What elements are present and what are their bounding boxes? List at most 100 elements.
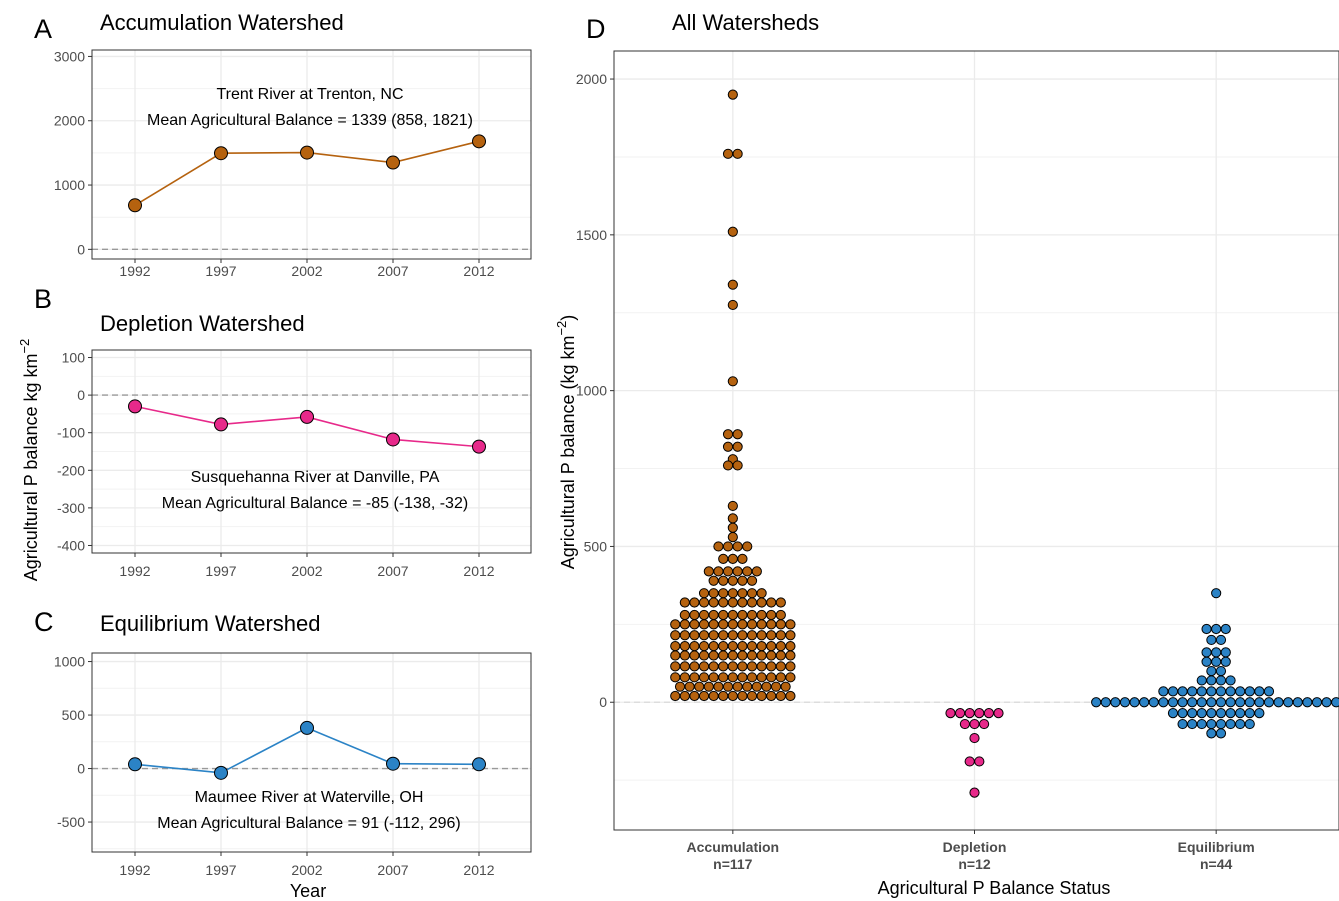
dot-point [775, 650, 786, 661]
dot-point [718, 690, 729, 702]
dot-point [679, 630, 690, 641]
data-point [300, 409, 314, 424]
dot-point [785, 641, 796, 652]
dot-point [1091, 697, 1102, 708]
dot-point [983, 708, 995, 719]
dot-point [1206, 718, 1217, 730]
dot-point [742, 541, 753, 552]
dot-point [1201, 647, 1212, 658]
dot-point [727, 609, 738, 621]
dot-point [785, 630, 796, 641]
dot-point [737, 661, 748, 672]
dot-point [737, 597, 748, 608]
dot-point [1196, 675, 1207, 686]
dot-point [766, 619, 777, 630]
annotation-line: Mean Agricultural Balance = -85 (-138, -… [162, 495, 468, 512]
dot-point [1235, 686, 1246, 697]
dot-point [1220, 656, 1231, 667]
abc-x-axis-title: Year [290, 881, 326, 901]
dot-point [703, 681, 714, 692]
dot-point [785, 672, 796, 683]
dot-point [689, 650, 700, 661]
data-point [386, 155, 400, 170]
dot-point [969, 718, 980, 730]
annotation-line: Susquehanna River at Danville, PA [191, 469, 440, 486]
annotation-line: Mean Agricultural Balance = 1339 (858, 1… [147, 112, 473, 129]
dot-point [766, 650, 777, 661]
dot-point [722, 460, 734, 471]
dot-point [775, 672, 786, 683]
x-tick-label: 2002 [291, 862, 322, 878]
dot-point [1211, 588, 1222, 599]
x-tick-label: 1997 [205, 563, 236, 579]
dot-point [761, 681, 772, 692]
dot-point [708, 641, 719, 652]
dot-point [732, 681, 743, 692]
d-x-axis-title: Agricultural P Balance Status [878, 878, 1111, 898]
dot-point [756, 641, 767, 652]
data-point [386, 756, 400, 771]
panel-border [91, 652, 532, 853]
dot-point [727, 641, 738, 652]
dot-point [679, 609, 690, 621]
dot-point [775, 630, 786, 641]
dot-point [732, 429, 743, 440]
dot-point [1331, 697, 1339, 708]
dot-point [1235, 718, 1246, 730]
dot-point [679, 672, 690, 683]
dot-point [1283, 697, 1294, 708]
panel-a-letter: A [34, 14, 52, 44]
abc-y-axis-title-text: Agricultural P balance kg km [21, 354, 41, 582]
dot-point [1158, 697, 1169, 708]
dot-point [742, 566, 753, 577]
dot-point [689, 661, 700, 672]
category-label: Depletion [943, 839, 1007, 855]
dot-point [959, 718, 971, 730]
dot-point [722, 429, 734, 440]
dot-point [746, 619, 758, 630]
dot-point [1244, 708, 1255, 719]
y-tick-label: -200 [57, 462, 85, 478]
dot-point [1187, 718, 1198, 730]
dot-point [737, 630, 748, 641]
dot-point [708, 588, 719, 599]
dot-point [727, 299, 738, 311]
dot-point [670, 619, 681, 630]
dot-point [698, 597, 710, 608]
dot-point [718, 672, 729, 683]
dot-point [1187, 697, 1198, 708]
panel-a-title: Accumulation Watershed [100, 10, 344, 35]
y-tick-label: -300 [57, 500, 85, 516]
dot-point [679, 650, 690, 661]
dot-point [964, 756, 975, 767]
dot-point [785, 650, 796, 661]
y-tick-label: -100 [57, 425, 85, 441]
dot-point [727, 531, 738, 543]
dot-point [708, 650, 719, 661]
dot-point [708, 597, 719, 608]
panel-d-chart: D All Watersheds 0 500 1000 1500 2000 Accumul… [576, 10, 1339, 872]
dot-point [727, 226, 738, 237]
dot-point [698, 609, 710, 621]
dot-point [1177, 697, 1188, 708]
panel-c-chart: C Equilibrium Watershed -500 0 500 1000 1992… [34, 607, 532, 878]
dot-point [727, 661, 738, 672]
dot-point [1206, 708, 1217, 719]
dot-point [708, 661, 719, 672]
dot-point [732, 460, 743, 471]
dot-point [1196, 686, 1207, 697]
dot-point [1244, 686, 1255, 697]
dot-point [756, 672, 767, 683]
dot-point [1196, 697, 1207, 708]
dot-point [732, 441, 743, 452]
dot-point [689, 672, 700, 683]
dot-point [722, 566, 734, 577]
dot-point [737, 672, 748, 683]
dot-point [670, 650, 681, 661]
dot-point [679, 619, 690, 630]
dot-point [727, 575, 738, 586]
dot-point [718, 641, 729, 652]
d-y-axis-title-close: ) [558, 315, 578, 321]
dot-point [727, 376, 738, 387]
dot-point [1206, 665, 1217, 677]
